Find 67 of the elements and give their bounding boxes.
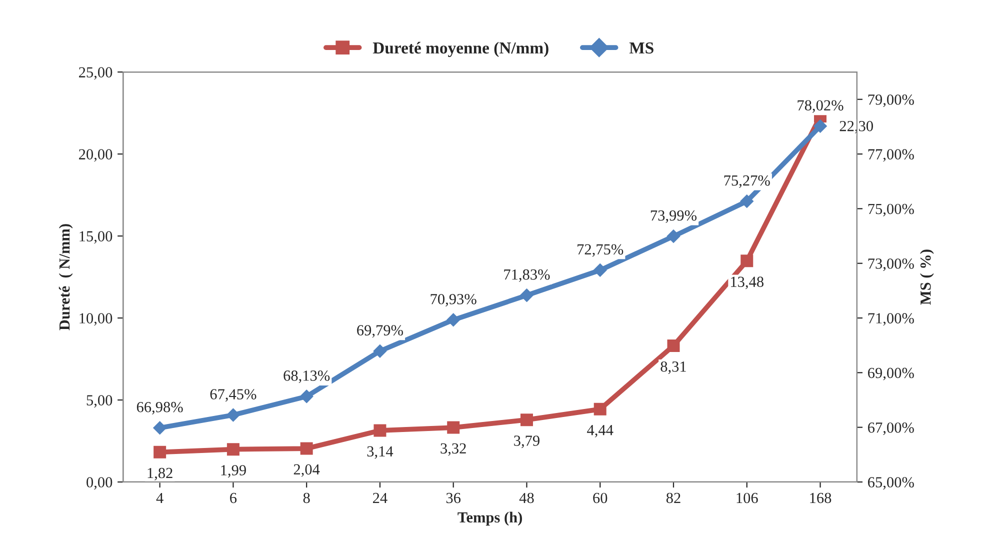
point [154,446,166,458]
data-label: 75,27% [724,175,770,188]
point [226,408,240,422]
y2-tick-label: 67,00% [868,422,914,435]
data-label: 3,32 [440,443,466,456]
x-tick-label: 60 [593,492,608,504]
x-tick-label: 48 [519,492,534,504]
point [740,254,754,268]
y2-tick-label: 65,00% [868,477,914,490]
point [300,442,313,455]
data-label: 3,79 [514,436,540,448]
legend-label: MS [629,42,654,54]
data-label: 4,44 [587,425,614,438]
x-tick-label: 24 [372,492,388,503]
data-label: 3,14 [367,446,394,459]
y-tick-label: 5,00 [86,395,112,408]
point [446,313,460,326]
point [373,344,387,358]
point [447,421,460,434]
point [667,339,680,352]
y2-tick-label: 79,00% [868,94,914,107]
y2-tick-label: 71,00% [868,313,914,326]
y2-tick-label: 69,00% [868,368,914,380]
y-tick-label: 0,00 [86,477,112,490]
x-tick-label: 4 [156,492,164,503]
data-label: 71,83% [504,269,550,282]
data-label: 66,98% [136,402,183,414]
x-tick-label: 6 [230,492,237,504]
data-label: 78,02% [798,100,844,113]
x-tick-label: 8 [303,492,310,504]
point [300,390,314,404]
data-label: 73,99% [650,210,697,223]
data-label: 72,75% [578,244,624,257]
data-label: 67,45% [210,389,256,402]
x-tick-label: 168 [810,492,832,504]
point [520,414,533,426]
y2-tick-label: 77,00% [868,149,914,162]
legend-label: Dureté moyenne (N/mm) [372,42,548,58]
data-label: 68,13% [284,370,330,384]
point [814,120,827,133]
x-tick-label: 36 [446,492,461,504]
data-label: 13,48 [731,276,764,290]
data-label: 8,31 [660,361,686,374]
data-label: 1,99 [221,465,246,478]
point [594,402,606,416]
y-tick-label: 25,00 [79,67,112,80]
data-label: 1,82 [148,468,172,480]
point [520,288,534,302]
y2-tick-label: 75,00% [868,204,914,216]
point [666,230,680,243]
y-axis-title: Dureté ( N/mm) [58,224,73,330]
point [153,421,166,434]
data-label: 69,79% [357,325,403,338]
x-axis-title: Temps (h) [458,512,522,526]
y2-tick-label: 73,00% [868,258,914,271]
x-tick-label: 106 [736,492,758,504]
y-tick-label: 10,00 [80,313,112,326]
y-tick-label: 20,00 [79,149,112,162]
data-label: 2,04 [294,464,320,477]
data-label: 70,93% [430,294,476,306]
x-tick-label: 82 [666,492,680,504]
y2-axis-title: MS ( %) [920,250,934,305]
y-tick-label: 15,00 [80,231,112,244]
point [374,424,386,437]
point [226,443,240,456]
point [740,194,754,208]
point [594,264,607,277]
